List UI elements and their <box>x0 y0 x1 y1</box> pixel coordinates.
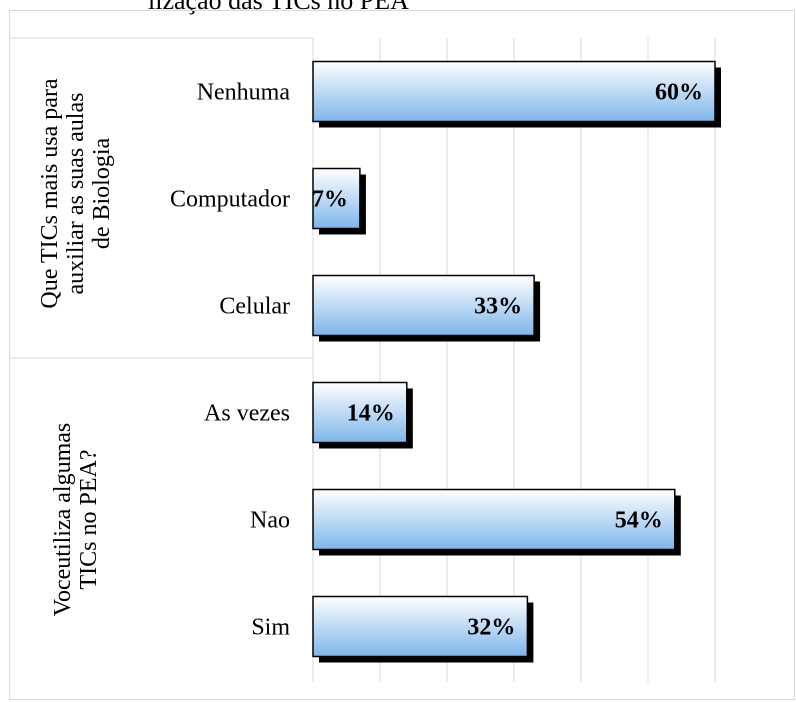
category-label: Celular <box>219 294 290 320</box>
value-label: 54% <box>615 508 663 534</box>
category-label: Nenhuma <box>197 80 291 106</box>
bar <box>312 381 408 444</box>
value-label: 60% <box>655 80 703 106</box>
value-label: 32% <box>467 615 515 641</box>
value-label: 14% <box>347 401 395 427</box>
category-label: As vezes <box>204 401 290 427</box>
bar <box>312 488 676 551</box>
value-label: 33% <box>474 294 522 320</box>
bar <box>312 274 535 337</box>
value-label: 7% <box>312 187 348 213</box>
category-label: Nao <box>250 508 290 534</box>
chart-title-fragment: lização das TICs no PEA <box>148 0 409 15</box>
bar <box>312 167 361 230</box>
category-label: Computador <box>170 187 290 213</box>
chart-frame <box>9 10 795 700</box>
bar <box>312 595 529 658</box>
category-label: Sim <box>251 615 290 641</box>
gridlines <box>312 38 716 682</box>
group-label: Que TICs mais usa paraauxiliar as suas a… <box>37 78 115 309</box>
group-label: Voceutiliza algumasTICs no PEA? <box>50 423 102 617</box>
bars: Nenhuma 60% Computador 7% Celular 33% As vezes… <box>170 60 721 663</box>
bar <box>312 60 716 123</box>
